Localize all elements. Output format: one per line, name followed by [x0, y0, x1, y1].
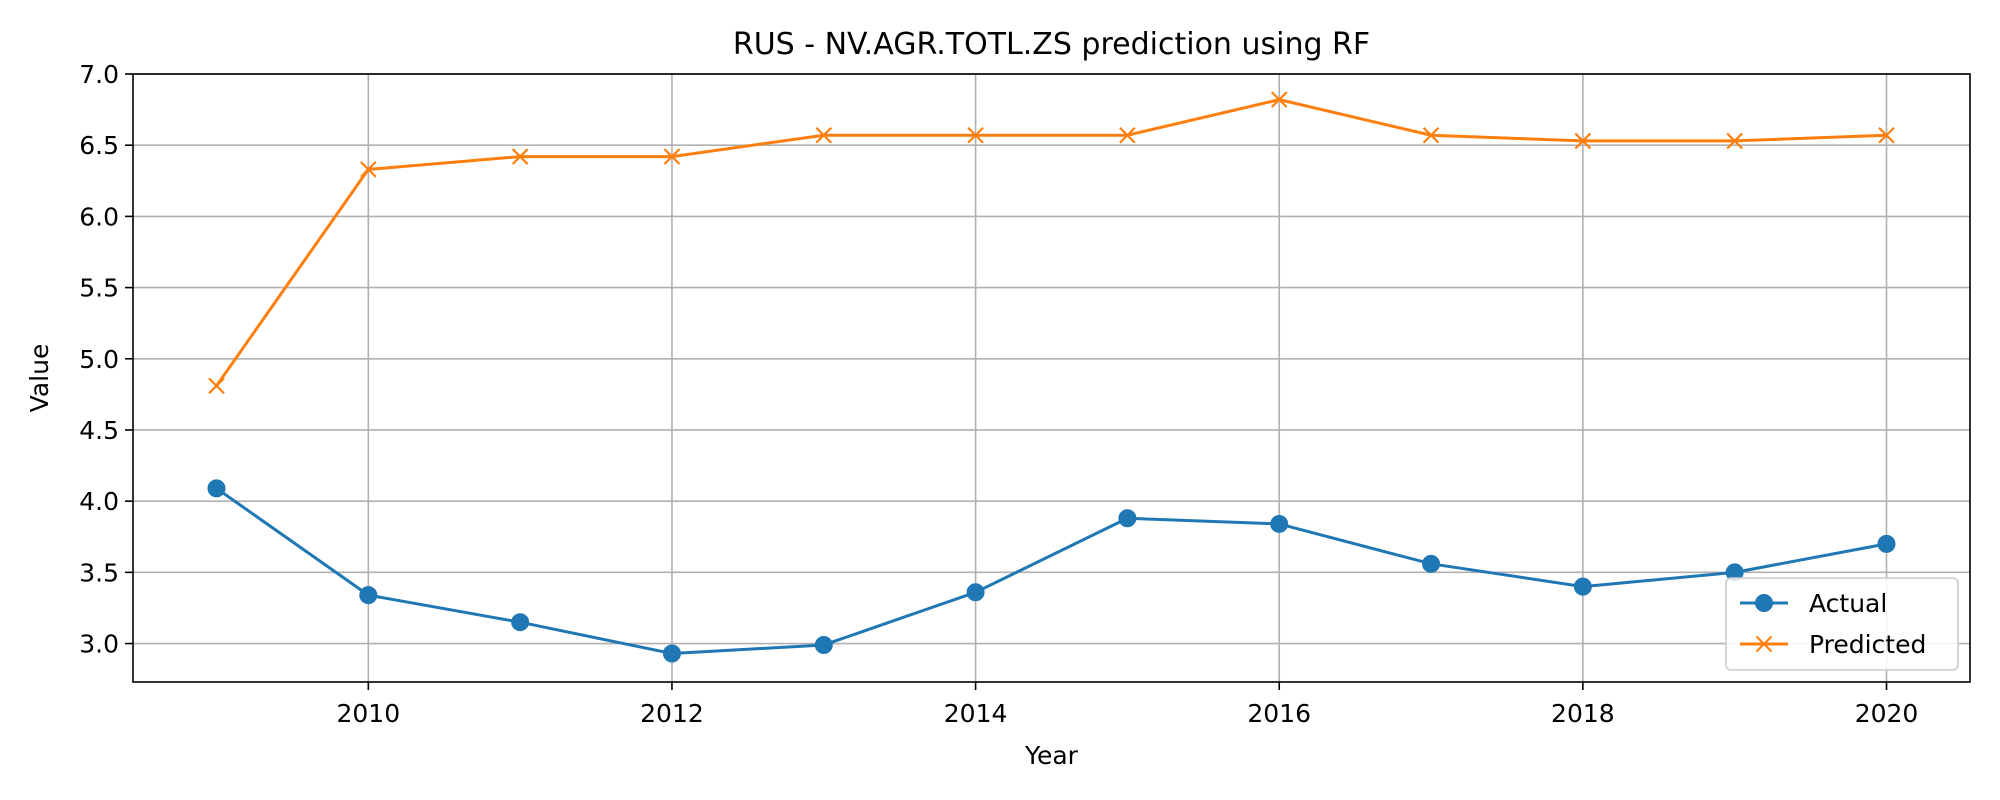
data-point-predicted	[815, 126, 833, 144]
y-tick-label: 4.5	[79, 416, 119, 445]
data-point-predicted	[208, 377, 225, 395]
legend-item-predicted: Predicted	[1740, 630, 1926, 659]
data-point-predicted	[1726, 132, 1743, 150]
y-tick-label: 6.0	[79, 202, 119, 231]
grid	[133, 73, 1970, 682]
data-point-predicted-stroke-b	[663, 148, 681, 165]
x-axis-label: Year	[1024, 741, 1079, 770]
series-actual	[207, 479, 1896, 663]
legend-label-predicted: Predicted	[1809, 630, 1926, 659]
data-point-actual	[966, 583, 985, 602]
data-point-predicted-stroke-b	[967, 126, 984, 144]
data-point-predicted	[663, 148, 681, 165]
x-tick-label: 2016	[1247, 699, 1311, 728]
data-point-predicted	[360, 161, 377, 178]
data-point-actual	[1877, 534, 1896, 553]
x-tick-label: 2018	[1551, 699, 1615, 728]
data-point-predicted-stroke-b	[1878, 126, 1895, 144]
data-point-predicted-stroke-b	[1726, 132, 1743, 150]
data-point-predicted-stroke-b	[208, 377, 225, 395]
data-point-predicted	[1422, 126, 1440, 144]
data-point-predicted-stroke-b	[1270, 91, 1288, 108]
y-tick-label: 5.0	[79, 345, 119, 374]
legend-marker-predicted-stroke-b	[1755, 635, 1773, 653]
series-predicted	[208, 91, 1895, 395]
y-tick-label: 5.5	[79, 274, 119, 303]
data-point-actual	[662, 644, 681, 663]
x-tick-label: 2012	[640, 699, 704, 728]
data-point-predicted	[967, 126, 984, 144]
data-point-predicted-stroke-b	[1574, 132, 1592, 150]
data-point-actual	[207, 479, 226, 498]
y-tick-label: 6.5	[79, 131, 119, 160]
y-tick-label: 3.0	[79, 630, 119, 659]
data-point-actual	[1270, 514, 1289, 533]
data-point-predicted	[1119, 126, 1136, 144]
data-point-predicted-stroke-b	[1119, 126, 1136, 144]
x-tick-label: 2020	[1855, 699, 1919, 728]
legend-marker-actual	[1755, 594, 1773, 612]
y-tick-label: 3.5	[79, 558, 119, 587]
series-line-predicted	[215, 98, 1887, 387]
chart-title: RUS - NV.AGR.TOTL.ZS prediction using RF	[733, 27, 1370, 62]
data-point-actual	[359, 586, 378, 605]
series-layer	[207, 91, 1896, 663]
legend-box	[1725, 577, 1959, 671]
legend-marker-predicted	[1755, 635, 1773, 653]
data-point-actual	[1573, 577, 1592, 596]
series-line-actual	[215, 487, 1887, 656]
legend-label-actual: Actual	[1809, 589, 1887, 618]
data-point-actual	[511, 613, 530, 632]
data-point-predicted	[1878, 126, 1895, 144]
data-point-actual	[1422, 554, 1441, 573]
data-point-predicted-stroke-b	[1422, 126, 1440, 144]
y-tick-label: 7.0	[79, 60, 119, 89]
data-point-actual	[814, 635, 833, 654]
data-point-predicted-stroke-b	[511, 148, 529, 165]
y-tick-label: 4.0	[79, 487, 119, 516]
data-point-predicted-stroke-b	[815, 126, 833, 144]
axis-ticks: 2010 2012 2014 2016 2018 2020 3.0 3.5 4.0 4.5 5.0 5…	[79, 60, 1918, 728]
legend: Actual Predicted	[1725, 577, 1959, 671]
data-point-predicted	[511, 148, 529, 165]
legend-item-actual: Actual	[1740, 589, 1887, 618]
plot-area-frame	[132, 73, 1971, 683]
x-tick-label: 2010	[337, 699, 401, 728]
data-point-predicted	[1270, 91, 1288, 108]
data-point-predicted-stroke-b	[360, 161, 377, 178]
data-point-predicted	[1574, 132, 1592, 150]
y-axis-label: Value	[25, 344, 54, 413]
data-point-actual	[1118, 509, 1137, 528]
x-tick-label: 2014	[944, 699, 1008, 728]
